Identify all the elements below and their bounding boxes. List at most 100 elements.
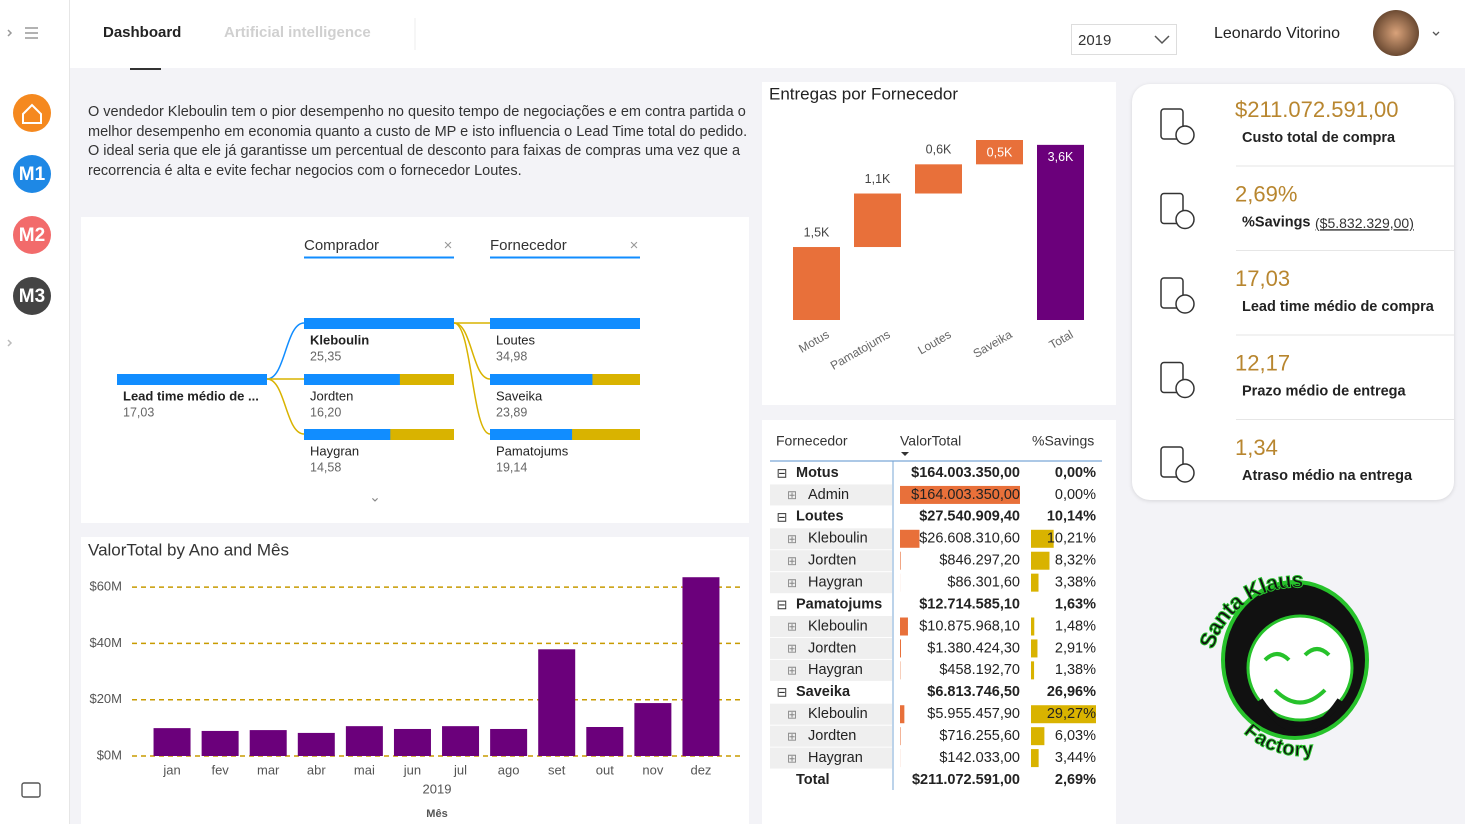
tree-bar [117,374,267,385]
bar [249,730,287,756]
bar [393,728,431,756]
x-tick-label: Motus [796,327,831,355]
tree-node-value: 34,98 [496,349,527,363]
collapse-icon: ⊟ [777,685,788,700]
top-bar [70,0,1465,68]
bar [586,727,624,756]
close-icon: × [630,237,639,254]
x-tick-label: Loutes [915,327,953,357]
menu-icon[interactable] [7,27,38,39]
tab[interactable]: Artificial intelligence [224,24,371,41]
waterfall-bar [854,193,901,248]
row-shade [770,572,892,594]
row-valor: $142.033,00 [939,750,1020,766]
bar [297,732,335,756]
x-tick-label: set [548,762,566,777]
data-label: 1,1K [865,172,891,186]
savings-bar [1031,705,1096,724]
bar [201,730,239,756]
tree-node-value: 17,03 [123,405,154,419]
y-tick-label: $20M [89,691,122,706]
row-name: Haygran [808,574,863,590]
row-shade [770,550,892,572]
chart-title: Entregas por Fornecedor [769,84,958,103]
kpi-value: 17,03 [1235,266,1290,291]
value-bar [900,727,901,746]
expand-icon: ⊞ [787,751,797,765]
waterfall-bar [1037,144,1084,320]
sidebar [0,0,70,824]
savings-bar [1031,573,1039,592]
row-name: Kleboulin [808,706,868,722]
paragraph: O vendedor Kleboulin tem o pior desempen… [88,104,748,140]
dropdown-caret [1154,35,1170,45]
value-bar [900,485,1020,504]
chevron[interactable]: ⌄ [369,489,381,505]
bar [682,577,720,756]
module-button[interactable] [13,277,51,315]
row-savings: 29,27% [1047,706,1096,722]
kpi-label: Lead time médio de compra [1242,299,1435,315]
tree-node-value: 19,14 [496,460,527,474]
chat-icon[interactable] [21,782,41,798]
row-name: Saveika [796,684,851,700]
bar [153,728,191,756]
kpi-icon [1160,361,1184,394]
module-label: M2 [19,225,45,246]
row-savings: 2,69% [1055,772,1096,788]
row-valor: $164.003.350,00 [911,487,1020,503]
kpi-value: 12,17 [1235,350,1290,375]
logo [1221,580,1369,740]
row-name: Haygran [808,750,863,766]
kpi-icon [1160,192,1184,225]
expand-icon: ⊞ [787,642,797,656]
x-tick-label: jan [162,762,180,777]
module-button[interactable] [13,155,51,193]
row-valor: $26.608.310,60 [919,531,1020,547]
row-shade [770,616,892,638]
kpi-icon [1160,108,1184,140]
kpi-extra: ($5.832.329,00) [1315,215,1414,231]
close-icon: × [444,237,453,254]
x-tick-label: dez [690,762,711,777]
row-name: Pamatojums [796,596,882,612]
row-valor: $211.072.591,00 [912,772,1020,788]
kpi-label: Prazo médio de entrega [1242,383,1407,399]
row-valor: $6.813.746,50 [927,684,1020,700]
kpi-value: 1,34 [1235,435,1278,460]
kpi-icon [1175,463,1195,483]
expand-icon: ⊞ [787,488,797,502]
tree-header: Comprador [304,237,379,254]
tree-bar [304,429,391,440]
user-caret[interactable] [1432,31,1440,36]
kpi-icon [1175,125,1195,145]
row-name: Kleboulin [808,618,868,634]
x-tick-label: ago [498,762,520,777]
tree-node-label: Pamatojums [496,443,569,458]
avatar[interactable] [1373,10,1419,56]
row-name: Total [796,772,830,788]
x-tick-label: nov [642,762,663,777]
row-savings: 1,48% [1055,618,1096,634]
tab-active[interactable]: Dashboard [103,24,181,41]
collapse-icon: ⊟ [777,509,788,524]
expand-icon[interactable] [7,339,13,347]
module-button[interactable] [13,216,51,254]
tree-bar [490,374,593,385]
savings-bar [1031,727,1045,746]
tree-node-value: 23,89 [496,405,527,419]
row-savings: 6,03% [1055,728,1096,744]
home-button[interactable] [13,94,51,132]
row-shade [770,484,892,506]
collapse-icon: ⊟ [777,597,788,612]
data-label: 1,5K [804,225,830,239]
column-header: ValorTotal [900,433,961,449]
collapse-icon: ⊟ [777,465,788,480]
savings-bar [1031,529,1054,548]
waterfall-bar [976,140,1023,165]
x-tick-label: abr [307,762,326,777]
tree-bar [304,374,400,385]
x-tick-label: Pamatojums [828,327,893,372]
tree-link [453,322,491,380]
